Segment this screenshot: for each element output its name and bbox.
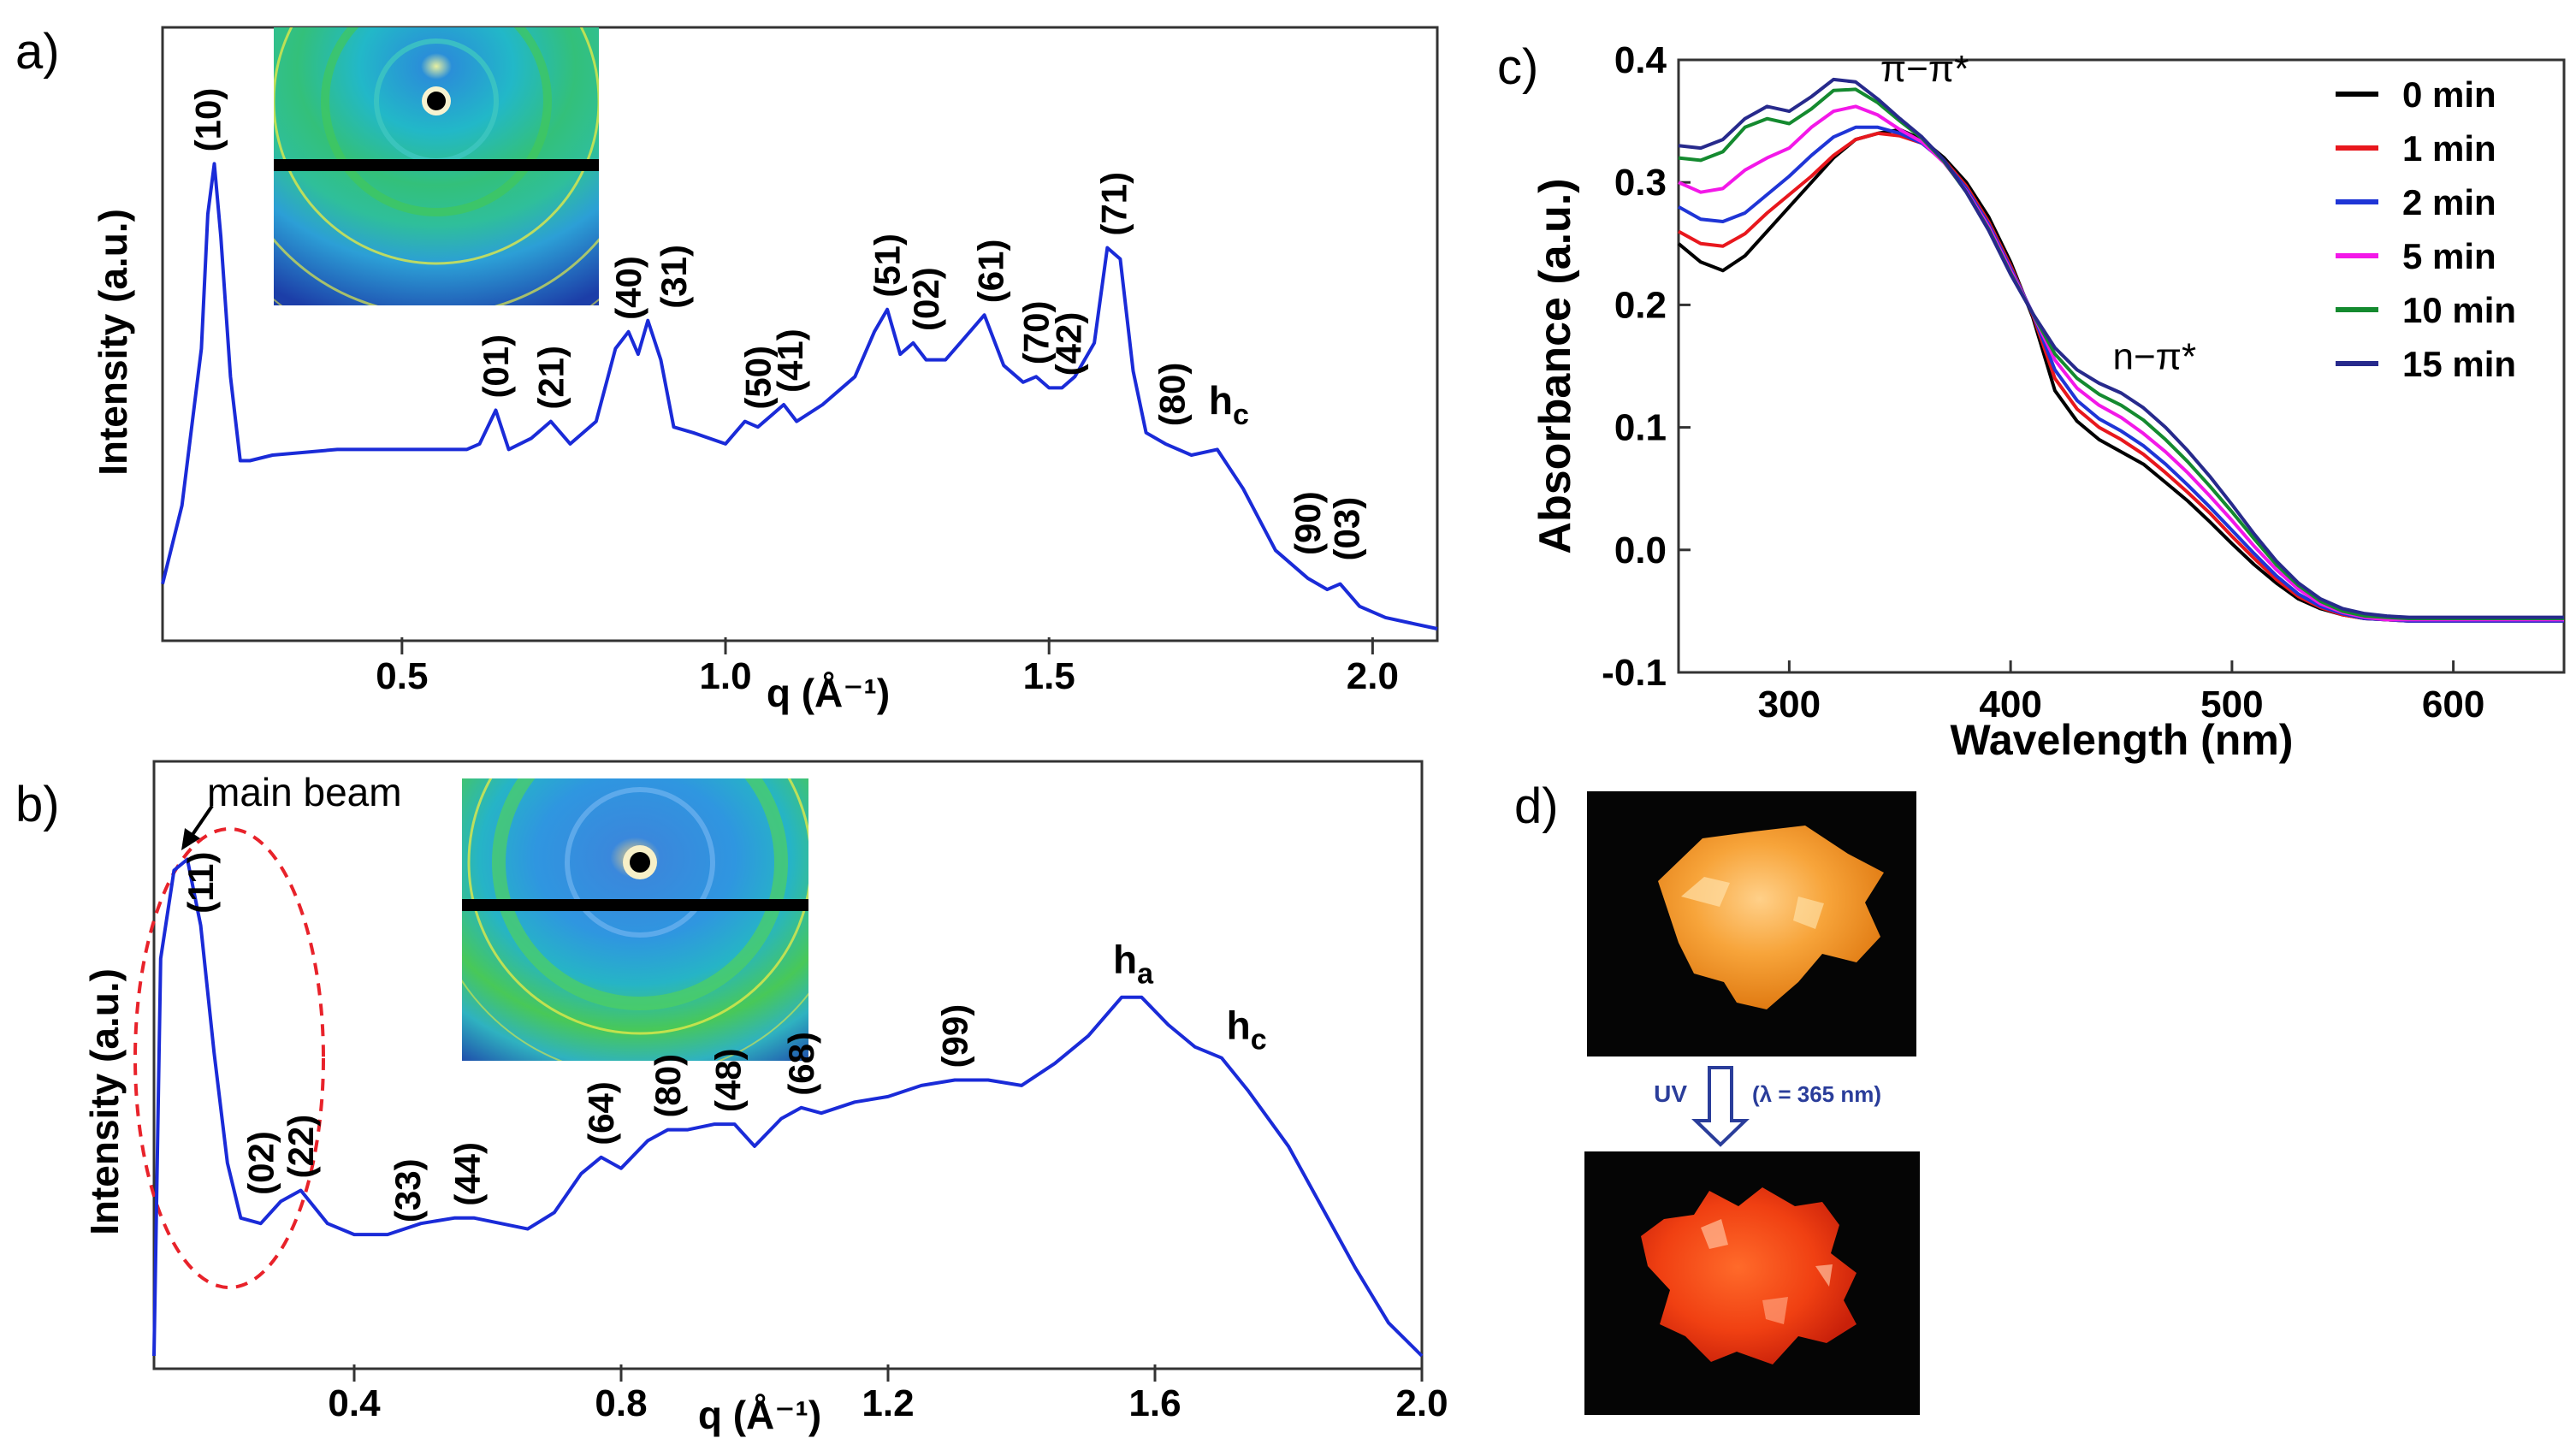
x-tick-label: 1.2 bbox=[862, 1382, 914, 1424]
peak-label: (48) bbox=[708, 1048, 748, 1112]
x-tick-label: 1.0 bbox=[699, 655, 751, 697]
panel-d-photos: d) UV (λ = 365 nm) bbox=[1514, 778, 1920, 1415]
x-tick-label: 400 bbox=[1979, 684, 2041, 725]
main-beam-arrow-icon bbox=[188, 804, 214, 840]
y-axis-title-a: Intensity (a.u.) bbox=[91, 209, 135, 476]
series-line-a bbox=[161, 162, 1438, 630]
x-tick-label: 1.6 bbox=[1128, 1382, 1181, 1424]
chart-b: b) 0.4 0.8 1.2 1.6 2.0 (1 bbox=[15, 760, 1448, 1437]
peak-label: (64) bbox=[581, 1081, 621, 1145]
peak-label: (22) bbox=[281, 1115, 321, 1179]
peak-label: (61) bbox=[971, 239, 1011, 303]
x-tick-label: 0.4 bbox=[328, 1382, 381, 1424]
chart-a: a) 0.5 1.0 1.5 2.0 bbox=[15, 24, 1439, 715]
x-tick-label: 1.5 bbox=[1023, 655, 1075, 697]
x-tick-label: 500 bbox=[2200, 684, 2263, 725]
x-tick-label: 0.8 bbox=[595, 1382, 647, 1424]
phase-label: hc bbox=[1209, 378, 1249, 431]
peak-label: (80) bbox=[1152, 363, 1192, 427]
series-line-15-min bbox=[1678, 77, 2564, 619]
peak-label: (11) bbox=[181, 852, 221, 914]
uv-wavelength-label: (λ = 365 nm) bbox=[1752, 1081, 1881, 1107]
peak-label: (33) bbox=[388, 1158, 428, 1222]
panel-label-d: d) bbox=[1514, 778, 1559, 834]
x-axis-title-c: Wavelength (nm) bbox=[1951, 716, 2294, 764]
x-tick-label: 2.0 bbox=[1347, 655, 1399, 697]
legend-label: 2 min bbox=[2402, 182, 2496, 222]
peak-label: (21) bbox=[530, 346, 571, 410]
phase-label: hc bbox=[1227, 1003, 1267, 1056]
y-tick-label: 0.0 bbox=[1614, 530, 1667, 571]
peak-label: (99) bbox=[935, 1004, 975, 1068]
main-beam-arrowhead-icon bbox=[181, 828, 200, 850]
y-tick-label: -0.1 bbox=[1602, 652, 1667, 694]
legend-label: 10 min bbox=[2402, 290, 2516, 330]
peak-label: (03) bbox=[1327, 497, 1367, 561]
panel-label-a: a) bbox=[15, 24, 60, 80]
legend-c: 0 min 1 min 2 min 5 min 10 min 15 min bbox=[2336, 74, 2516, 384]
x-axis-title-a: q (Å⁻¹) bbox=[767, 671, 890, 715]
peak-label: (80) bbox=[648, 1054, 688, 1118]
uv-arrow: UV (λ = 365 nm) bbox=[1654, 1066, 1881, 1147]
peak-label: (41) bbox=[770, 328, 810, 393]
y-tick-label: 0.4 bbox=[1614, 39, 1667, 81]
peak-label: (40) bbox=[608, 256, 648, 320]
series-line-b bbox=[152, 857, 1424, 1358]
panel-label-b: b) bbox=[15, 777, 60, 832]
y-tick-label: 0.2 bbox=[1614, 284, 1667, 326]
main-beam-annotation: main beam bbox=[181, 770, 402, 850]
x-tick-label: 0.5 bbox=[376, 655, 428, 697]
peak-label: (51) bbox=[868, 234, 908, 298]
legend-label: 1 min bbox=[2402, 128, 2496, 169]
peak-label: (44) bbox=[447, 1142, 488, 1206]
plot-frame-a bbox=[161, 26, 1439, 642]
main-beam-label: main beam bbox=[207, 770, 402, 814]
y-axis-title-c: Absorbance (a.u.) bbox=[1531, 178, 1580, 553]
phase-label: ha bbox=[1113, 937, 1154, 990]
peak-label: (10) bbox=[187, 88, 228, 152]
panel-label-c: c) bbox=[1497, 39, 1538, 95]
inset-diffraction-image-b bbox=[462, 778, 808, 1061]
peak-label: (31) bbox=[654, 245, 694, 309]
peak-label: (50) bbox=[737, 346, 778, 410]
peak-label: (02) bbox=[906, 267, 946, 331]
main-beam-dashed-ellipse bbox=[133, 827, 325, 1289]
uv-label: UV bbox=[1654, 1080, 1687, 1107]
peak-label: (70) bbox=[1016, 301, 1057, 365]
y-tick-label: 0.1 bbox=[1614, 407, 1667, 449]
x-axis-title-b: q (Å⁻¹) bbox=[698, 1393, 821, 1437]
x-tick-label: 300 bbox=[1758, 684, 1821, 725]
legend-label: 15 min bbox=[2402, 344, 2516, 384]
peak-label: (68) bbox=[781, 1032, 821, 1096]
transition-label: π−π* bbox=[1880, 48, 1969, 90]
sample-photo-before-uv bbox=[1587, 791, 1916, 1056]
y-tick-label: 0.3 bbox=[1614, 162, 1667, 204]
inset-diffraction-image-a bbox=[274, 27, 599, 305]
chart-c: c) 300 400 500 600 -0.1 0.0 0.1 0.2 0.3 0.4 π−π* n… bbox=[1497, 39, 2566, 764]
sample-photo-after-uv bbox=[1584, 1151, 1920, 1415]
peak-label: (90) bbox=[1288, 491, 1328, 555]
legend-label: 5 min bbox=[2402, 236, 2496, 276]
transition-label: n−π* bbox=[2113, 335, 2197, 377]
x-tick-label: 2.0 bbox=[1395, 1382, 1448, 1424]
x-tick-label: 600 bbox=[2422, 684, 2484, 725]
peak-label: (42) bbox=[1048, 312, 1088, 376]
peak-label: (02) bbox=[240, 1131, 281, 1195]
peak-label: (01) bbox=[476, 334, 516, 399]
plot-frame-c bbox=[1677, 58, 2566, 674]
y-axis-title-b: Intensity (a.u.) bbox=[82, 968, 127, 1235]
legend-label: 0 min bbox=[2402, 74, 2496, 115]
down-arrow-icon bbox=[1691, 1066, 1750, 1147]
peak-label: (71) bbox=[1093, 172, 1134, 236]
series-line-10-min bbox=[1678, 87, 2564, 620]
plot-frame-b bbox=[152, 760, 1424, 1370]
